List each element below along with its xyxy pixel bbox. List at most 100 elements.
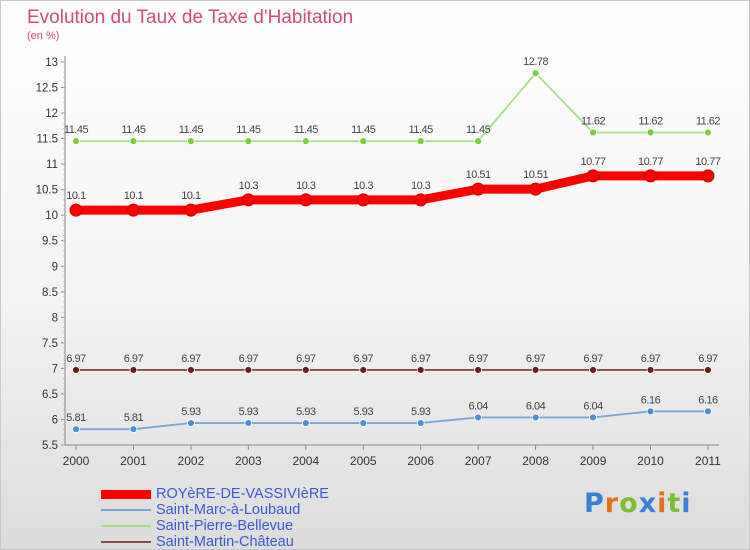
data-point [474, 366, 483, 374]
data-labels: 6.97 6.97 6.97 6.97 6.97 6.97 6.97 6.97 6.97 6.97… [64, 56, 721, 424]
y-tick-label: 11 [46, 159, 58, 171]
legend-item: Saint-Marc-à-Loubaud [101, 502, 361, 518]
legend-item: Saint-Martin-Château [101, 534, 361, 549]
data-label: 6.97 [296, 353, 316, 365]
data-point [69, 203, 83, 217]
y-tick-label: 13 [45, 57, 58, 69]
data-label: 6.97 [583, 353, 603, 365]
legend-swatch [101, 489, 151, 499]
data-label: 11.62 [696, 115, 721, 127]
data-point [126, 203, 140, 217]
data-label: 6.16 [641, 394, 661, 406]
data-point [704, 407, 712, 416]
data-point [474, 137, 483, 146]
y-tick-label: 7.5 [42, 338, 58, 350]
data-point [186, 419, 195, 427]
data-point [184, 203, 198, 217]
series-lines [71, 72, 713, 431]
x-tick-label: 2005 [350, 454, 377, 468]
data-point [244, 366, 253, 374]
data-label: 5.93 [239, 406, 259, 418]
legend-swatch [101, 541, 151, 543]
y-tick-label: 10.5 [36, 185, 58, 197]
data-point [301, 366, 310, 374]
data-point [129, 425, 138, 434]
data-point [186, 137, 195, 146]
data-point [704, 128, 712, 137]
data-label: 12.78 [523, 56, 548, 68]
x-tick-label: 2010 [637, 454, 664, 468]
data-point [244, 137, 253, 146]
data-point [646, 128, 655, 137]
y-tick-label: 7 [52, 363, 58, 375]
data-label: 10.77 [638, 156, 663, 168]
data-label: 10.77 [581, 156, 606, 168]
data-point [359, 366, 368, 374]
data-label: 11.45 [351, 124, 376, 136]
data-label: 6.04 [526, 400, 546, 412]
data-label: 5.93 [354, 406, 374, 418]
data-label: 5.93 [296, 406, 316, 418]
data-label: 10.51 [523, 169, 548, 181]
series-line-1 [71, 171, 713, 215]
unit-label: (en %) [27, 30, 60, 42]
x-tick-label: 2002 [178, 454, 205, 468]
data-label: 11.45 [236, 124, 261, 136]
data-label: 10.3 [411, 180, 431, 192]
data-label: 6.97 [698, 353, 718, 365]
legend-label: ROYèRE-DE-VASSIVIèRE [156, 486, 329, 502]
data-point [589, 128, 597, 137]
data-point [129, 137, 138, 146]
data-point [301, 137, 310, 146]
data-point [531, 69, 540, 78]
data-label: 10.3 [239, 180, 259, 192]
legend-label: Saint-Marc-à-Loubaud [156, 502, 301, 518]
data-point [241, 193, 255, 207]
data-point [474, 413, 483, 422]
data-point [644, 169, 657, 183]
series-line-3 [75, 72, 709, 143]
data-point [586, 169, 600, 183]
x-tick-label: 2004 [292, 454, 319, 468]
data-point [416, 137, 425, 146]
y-tick-label: 11.5 [36, 134, 58, 146]
data-point [356, 193, 370, 207]
logo-letter: P [584, 488, 605, 519]
data-label: 6.97 [181, 353, 201, 365]
data-point [72, 137, 80, 146]
y-tick-label: 5.5 [42, 440, 58, 452]
data-label: 5.81 [124, 412, 144, 424]
data-label: 6.97 [526, 353, 546, 365]
data-point [414, 193, 428, 207]
data-label: 11.62 [581, 115, 606, 127]
data-label: 11.45 [121, 124, 146, 136]
y-tick-label: 8.5 [42, 287, 58, 299]
data-label: 5.93 [181, 406, 201, 418]
data-point [72, 366, 80, 374]
data-label: 10.3 [354, 180, 374, 192]
data-point [301, 419, 310, 427]
y-tick-label: 12 [45, 108, 58, 120]
x-tick-label: 2008 [522, 454, 549, 468]
data-label: 6.16 [698, 394, 718, 406]
y-tick-label: 12.5 [36, 83, 58, 95]
data-point [589, 366, 597, 374]
legend-swatch [101, 525, 151, 527]
data-label: 11.45 [64, 124, 89, 136]
data-label: 10.1 [181, 190, 201, 202]
y-tick-label: 9 [52, 261, 58, 273]
data-label: 6.97 [468, 353, 488, 365]
data-label: 11.45 [466, 124, 491, 136]
data-label: 6.04 [468, 400, 488, 412]
data-label: 6.97 [411, 353, 431, 365]
y-tick-label: 9.5 [42, 236, 58, 248]
data-point [72, 425, 80, 434]
data-label: 10.3 [296, 180, 316, 192]
logo-letter: t [667, 488, 682, 519]
x-tick-label: 2000 [63, 454, 90, 468]
data-point [531, 366, 540, 374]
logo-letter: i [657, 488, 668, 519]
data-point [359, 137, 368, 146]
logo-letter: i [681, 488, 692, 519]
